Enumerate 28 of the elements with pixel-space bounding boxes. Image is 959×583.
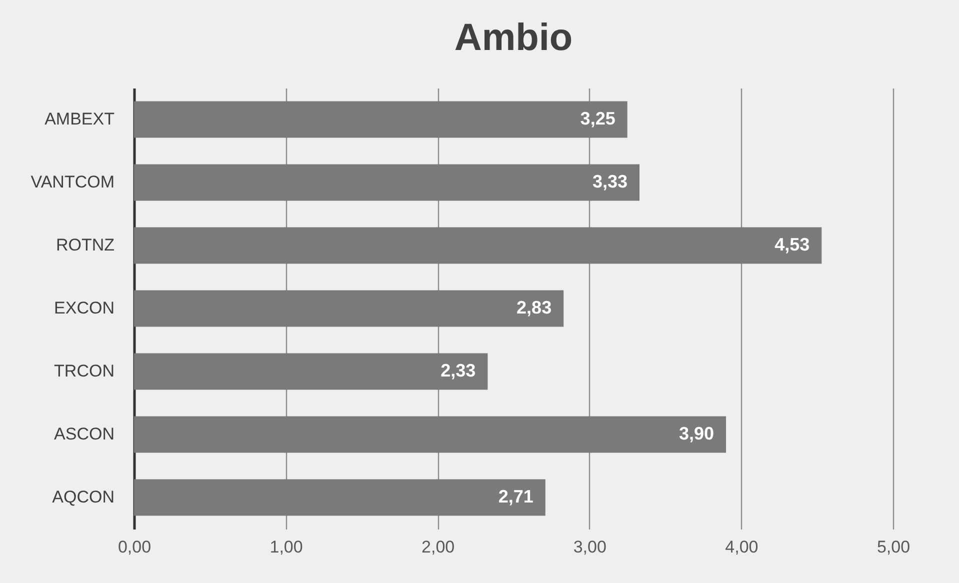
bar xyxy=(134,164,640,201)
y-tick-label: EXCON xyxy=(54,298,114,318)
y-tick-label: ASCON xyxy=(54,424,114,444)
x-tick-label: 1,00 xyxy=(270,538,303,556)
chart-title: Ambio xyxy=(454,17,573,59)
data-label: 2,83 xyxy=(516,298,552,318)
x-tick-label: 3,00 xyxy=(573,538,606,556)
bar xyxy=(134,353,488,390)
x-tick-label: 5,00 xyxy=(876,538,910,556)
y-tick-label: AMBEXT xyxy=(44,110,114,128)
bar xyxy=(134,101,628,138)
bar xyxy=(134,479,546,516)
bar xyxy=(134,416,726,453)
x-tick-label: 4,00 xyxy=(725,538,758,556)
y-tick-label: AQCON xyxy=(52,488,114,506)
data-label: 3,25 xyxy=(580,108,616,128)
bar xyxy=(134,290,564,327)
x-tick-label: 2,00 xyxy=(422,538,455,556)
data-label: 2,71 xyxy=(498,486,534,506)
x-tick-label: 0,00 xyxy=(118,538,152,556)
y-tick-label: VANTCOM xyxy=(30,172,114,192)
data-label: 3,90 xyxy=(678,424,714,444)
y-tick-label: TRCON xyxy=(54,362,114,380)
data-label: 3,33 xyxy=(592,172,628,192)
data-label: 4,53 xyxy=(774,234,810,254)
y-tick-label: ROTNZ xyxy=(56,236,114,254)
data-label: 2,33 xyxy=(440,360,476,380)
bar xyxy=(134,227,822,264)
